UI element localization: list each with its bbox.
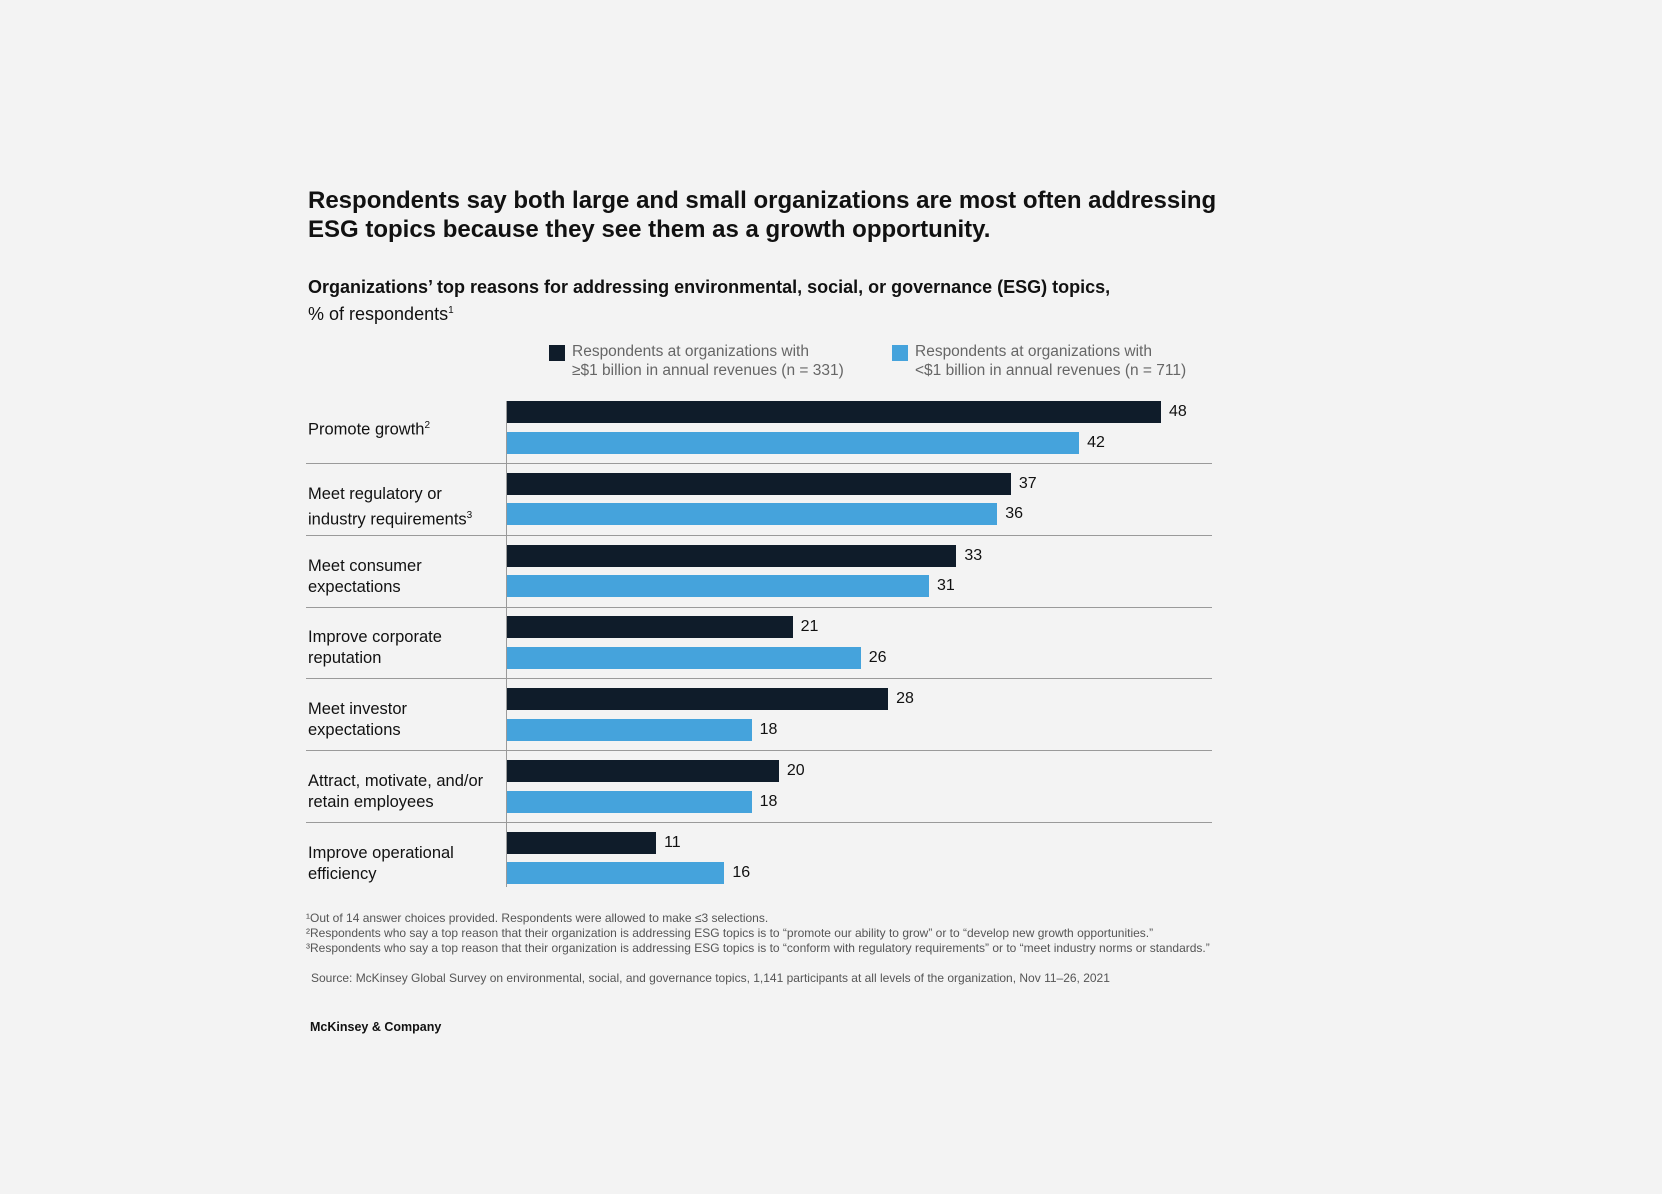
subtitle-main: Organizations’ top reasons for addressin… — [308, 277, 1111, 297]
row-divider — [306, 678, 1212, 680]
data-label: 26 — [868, 648, 887, 666]
bar-small-orgs — [506, 575, 930, 598]
bar-small-orgs — [506, 790, 752, 813]
row-divider — [306, 534, 1212, 536]
bar-large-orgs — [506, 760, 779, 782]
subtitle-footnote-ref: 1 — [448, 305, 454, 316]
data-label: 48 — [1169, 403, 1187, 420]
bar-small-orgs — [506, 718, 752, 741]
data-label: 16 — [732, 864, 751, 882]
category-label: Improve corporate reputation — [308, 628, 442, 668]
footnote-2: ²Respondents who say a top reason that t… — [306, 926, 1154, 940]
data-label: 18 — [759, 720, 778, 738]
data-label: 33 — [964, 546, 983, 564]
category-axis-line — [506, 401, 507, 887]
category-label: Attract, motivate, and/or retain employee… — [308, 772, 484, 811]
data-label: 11 — [664, 833, 681, 851]
data-label: 37 — [1018, 474, 1037, 492]
data-label: 28 — [896, 690, 914, 708]
legend-label-small: Respondents at organizations with <$1 bil… — [915, 343, 1187, 379]
bar-small-orgs — [506, 862, 725, 885]
data-label: 36 — [1005, 505, 1024, 523]
source-note: Source: McKinsey Global Survey on enviro… — [311, 971, 1110, 985]
chart-title: Respondents say both large and small org… — [308, 187, 1217, 243]
data-label: 18 — [759, 792, 778, 810]
bar-small-orgs — [506, 503, 998, 526]
data-label: 21 — [800, 618, 819, 636]
row-divider — [306, 463, 1212, 464]
bar-large-orgs — [506, 616, 793, 639]
row-divider — [306, 606, 1212, 608]
legend-swatch-large — [549, 345, 565, 361]
data-label: 20 — [786, 762, 805, 779]
bar-large-orgs — [506, 401, 1161, 423]
bar-large-orgs — [506, 831, 657, 854]
footnote-1: ¹Out of 14 answer choices provided. Resp… — [306, 911, 769, 925]
data-label: 31 — [937, 577, 955, 595]
bar-large-orgs — [506, 472, 1011, 495]
brand-logo: McKinsey & Company — [310, 1020, 442, 1034]
bar-large-orgs — [506, 544, 957, 567]
row-divider — [306, 822, 1212, 823]
category-label: Meet regulatory or industry requirements3 — [308, 484, 473, 529]
footnote-3: ³Respondents who say a top reason that t… — [306, 941, 1210, 955]
category-label: Meet consumer expectations — [308, 556, 422, 596]
legend-swatch-small — [892, 345, 908, 361]
category-label: Promote growth2 — [308, 420, 431, 439]
category-label: Meet investor expectations — [308, 700, 408, 740]
data-label: 42 — [1087, 433, 1105, 451]
chart-subtitle: Organizations’ top reasons for addressin… — [308, 276, 1208, 326]
bar-large-orgs — [506, 688, 889, 711]
bar-small-orgs — [506, 431, 1080, 454]
category-label: Improve operational efficiency — [308, 843, 454, 883]
subtitle-unit: % of respondents — [308, 304, 449, 324]
row-divider — [306, 750, 1212, 752]
bar-small-orgs — [506, 646, 861, 669]
legend-label-large: Respondents at organizations with ≥$1 bil… — [572, 343, 844, 379]
